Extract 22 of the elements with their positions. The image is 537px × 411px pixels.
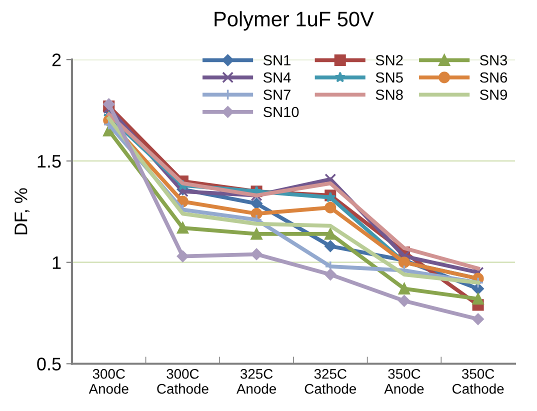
legend-label: SN1 <box>263 55 290 66</box>
legend-label: SN2 <box>376 55 403 66</box>
x-tick-label: 325C Anode <box>236 368 276 394</box>
legend-label: SN4 <box>263 72 291 83</box>
legend-label: SN3 <box>480 55 508 66</box>
legend-label: SN9 <box>480 90 507 100</box>
x-tick-label: 350C Cathode <box>452 368 504 394</box>
legend-label: SN6 <box>480 72 508 83</box>
y-tick-label: 2 <box>52 54 61 66</box>
legend-label: SN5 <box>376 72 403 83</box>
y-tick-label: 1.5 <box>38 155 61 168</box>
x-tick-label: 300C Cathode <box>157 368 208 394</box>
y-tick-label: 0.5 <box>37 358 61 370</box>
x-tick-label: 300C Anode <box>88 368 128 394</box>
legend-label: SN7 <box>263 90 290 100</box>
y-tick-label: 1 <box>52 256 61 269</box>
x-tick-label: 350C Anode <box>384 368 424 394</box>
legend-label: SN10 <box>263 106 299 118</box>
x-tick-label: 325C Cathode <box>304 368 356 394</box>
legend-label: SN8 <box>376 90 403 100</box>
y-axis-title: DF, % <box>14 188 30 234</box>
chart-title: Polymer 1uF 50V <box>214 11 374 31</box>
